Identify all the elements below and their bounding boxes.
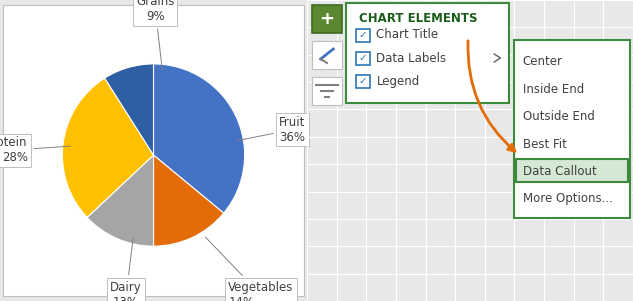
- Wedge shape: [104, 64, 154, 155]
- Text: Protein
28%: Protein 28%: [0, 136, 70, 165]
- Text: Dairy
13%: Dairy 13%: [110, 238, 142, 301]
- FancyBboxPatch shape: [3, 5, 304, 296]
- Text: More Options...: More Options...: [523, 192, 613, 205]
- Bar: [312, 41, 342, 69]
- Wedge shape: [153, 64, 244, 213]
- Wedge shape: [153, 155, 223, 246]
- Bar: [356, 75, 370, 88]
- Text: Fruit
36%: Fruit 36%: [236, 116, 306, 144]
- Bar: [356, 29, 370, 42]
- Text: ✓: ✓: [359, 53, 368, 63]
- Text: Best Fit: Best Fit: [523, 138, 567, 150]
- Bar: [312, 77, 342, 105]
- Text: Data Labels: Data Labels: [377, 51, 446, 64]
- Text: Center: Center: [523, 55, 563, 68]
- Text: Inside End: Inside End: [523, 83, 584, 96]
- Wedge shape: [87, 155, 153, 246]
- Bar: [312, 5, 342, 33]
- Text: Chart Title: Chart Title: [377, 29, 439, 42]
- Text: Data Callout: Data Callout: [523, 165, 596, 178]
- Bar: [346, 3, 509, 103]
- Text: ✓: ✓: [359, 30, 368, 40]
- Text: +: +: [320, 10, 334, 28]
- Text: Legend: Legend: [377, 75, 420, 88]
- Text: ✓: ✓: [359, 76, 368, 86]
- Bar: [356, 51, 370, 64]
- Bar: [517, 159, 628, 182]
- Bar: [514, 40, 630, 218]
- Wedge shape: [63, 78, 153, 217]
- Text: Vegetables
14%: Vegetables 14%: [206, 237, 294, 301]
- Text: Grains
9%: Grains 9%: [136, 0, 175, 70]
- Text: CHART ELEMENTS: CHART ELEMENTS: [358, 13, 477, 26]
- Text: Outside End: Outside End: [523, 110, 594, 123]
